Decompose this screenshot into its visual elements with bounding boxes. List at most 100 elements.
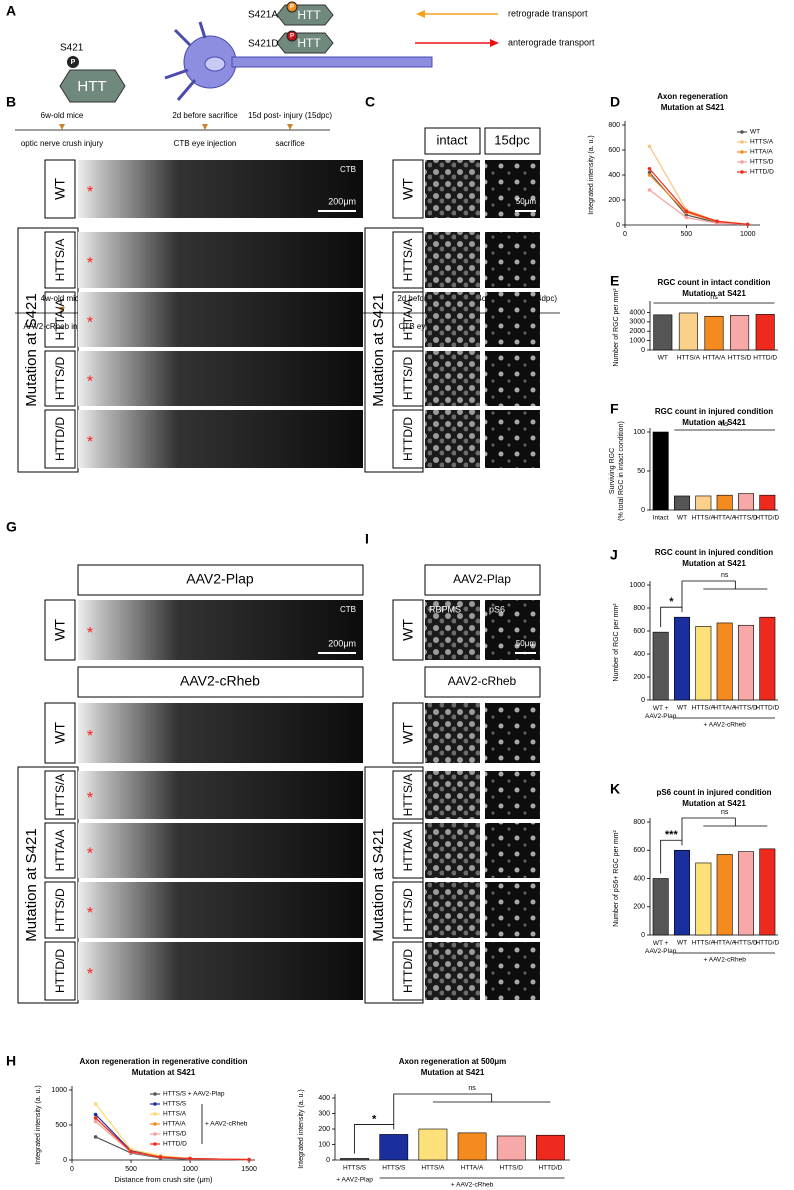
crush-site-marker: *: [87, 255, 93, 272]
label: HTTA/A: [401, 830, 415, 872]
label: AAV2-cRheb: [180, 673, 260, 689]
micrograph: [425, 823, 480, 878]
label: Mutation at S421: [370, 293, 387, 406]
legend-label: HTTS/S + AAV2-Plap: [163, 1091, 225, 1098]
label-box: [392, 599, 424, 661]
label: 50μm: [516, 197, 537, 206]
x-tick-label: 500: [125, 1166, 137, 1173]
data-point: [93, 1112, 98, 1117]
y-axis-label: Number of pS6+ RGC per mm²: [613, 830, 620, 927]
micrograph: [485, 351, 540, 406]
significance-label: *: [372, 1113, 377, 1125]
label-box: [392, 822, 424, 879]
micrograph: [485, 410, 540, 468]
micrograph: [425, 882, 480, 938]
bar: [759, 848, 776, 936]
x-tick-label: HTTS/D: [500, 1165, 524, 1172]
x-tick-label: HTTS/A: [692, 705, 716, 712]
data-point: [684, 209, 689, 214]
group-label: + AAV2-Plap: [336, 1177, 373, 1184]
x-tick-label: HTTS/A: [692, 515, 716, 522]
chart-title: RGC count in injured condition: [655, 407, 773, 416]
label-box: [44, 350, 76, 407]
data-point: [247, 1157, 251, 1162]
bar: [759, 616, 776, 701]
bar: [674, 849, 690, 936]
chart-title: Axon regeneration in regenerative condit…: [79, 1057, 247, 1066]
data-point: [93, 1116, 98, 1120]
label-box: [392, 159, 424, 219]
x-tick-label: HTTS/S: [382, 1165, 406, 1172]
micrograph: [425, 771, 480, 819]
bar: [695, 495, 712, 511]
label: Mutation at S421: [23, 293, 40, 406]
bar: [496, 1135, 526, 1161]
legend-label: HTTD/D: [163, 1141, 187, 1148]
legend-marker: [153, 1112, 157, 1116]
series-line: [649, 189, 748, 225]
label: Mutation at S421: [23, 828, 40, 941]
timeline-marker: [59, 124, 65, 130]
x-tick-label: 1000: [182, 1166, 198, 1173]
label: Mutation at S421: [370, 828, 387, 941]
y-tick-label: 50: [637, 468, 645, 475]
bar: [716, 854, 733, 936]
y-tick-label: 800: [608, 122, 620, 129]
x-tick-label: WT: [658, 355, 668, 362]
y-tick-label: 0: [641, 347, 645, 354]
data-point: [647, 144, 652, 149]
panel-letter: D: [610, 94, 620, 110]
chart-title: Axon regeneration: [657, 92, 728, 101]
bar: [678, 312, 698, 351]
crush-site-marker: *: [87, 905, 93, 922]
label: WT: [52, 178, 68, 200]
legend-label: HTTS/D: [163, 1131, 187, 1138]
panel-letter: F: [610, 401, 619, 417]
data-point: [93, 1119, 98, 1124]
y-tick-label: 400: [608, 172, 620, 179]
significance-bracket: [681, 580, 768, 608]
group-label: + AAV2-cRheb: [703, 722, 746, 729]
label: P: [290, 34, 294, 40]
micrograph: [425, 942, 480, 1000]
x-tick-label: HTTA/A: [461, 1165, 484, 1172]
significance-bracket: [681, 817, 768, 841]
label-box: [424, 666, 541, 698]
legend-marker: [153, 1122, 157, 1126]
chart-subtitle: Mutation at S421: [132, 1068, 196, 1077]
micrograph: [78, 410, 363, 468]
label: 15d post- injury (15dpc): [248, 111, 332, 120]
crush-site-marker: *: [87, 184, 93, 201]
significance-bracket: [354, 1124, 395, 1154]
bar: [652, 431, 669, 511]
x-tick-label: HTTS/A: [421, 1165, 445, 1172]
label-box: [44, 291, 76, 348]
y-tick-label: 400: [318, 1095, 330, 1102]
bar: [653, 314, 673, 351]
bar: [716, 622, 733, 701]
label-box: [44, 770, 76, 820]
label-box: [44, 599, 76, 661]
label: CTB: [340, 165, 356, 174]
label: RBPMS: [429, 604, 461, 614]
label: HTTS/D: [401, 888, 415, 932]
label: CTB: [340, 605, 356, 614]
y-tick-label: 2000: [629, 328, 645, 335]
micrograph: [78, 160, 363, 218]
label: 4w-old mice: [41, 294, 84, 303]
label-line: WT +: [653, 940, 669, 947]
legend-label: WT: [750, 129, 760, 136]
panel-letter: I: [365, 531, 369, 547]
bar: [759, 494, 776, 511]
x-tick-label: HTTA/A: [703, 355, 726, 362]
label: AAV2-cRheb injection: [23, 322, 100, 331]
legend-marker: [153, 1142, 157, 1146]
chart-title: pS6 count in injured condition: [656, 788, 771, 797]
label: HTTS/D: [401, 357, 415, 401]
micrograph: [425, 410, 480, 468]
phospho-circle: [286, 30, 298, 42]
y-tick-label: 200: [633, 904, 645, 911]
phospho-circle: [286, 1, 298, 13]
label: WT: [400, 178, 416, 200]
